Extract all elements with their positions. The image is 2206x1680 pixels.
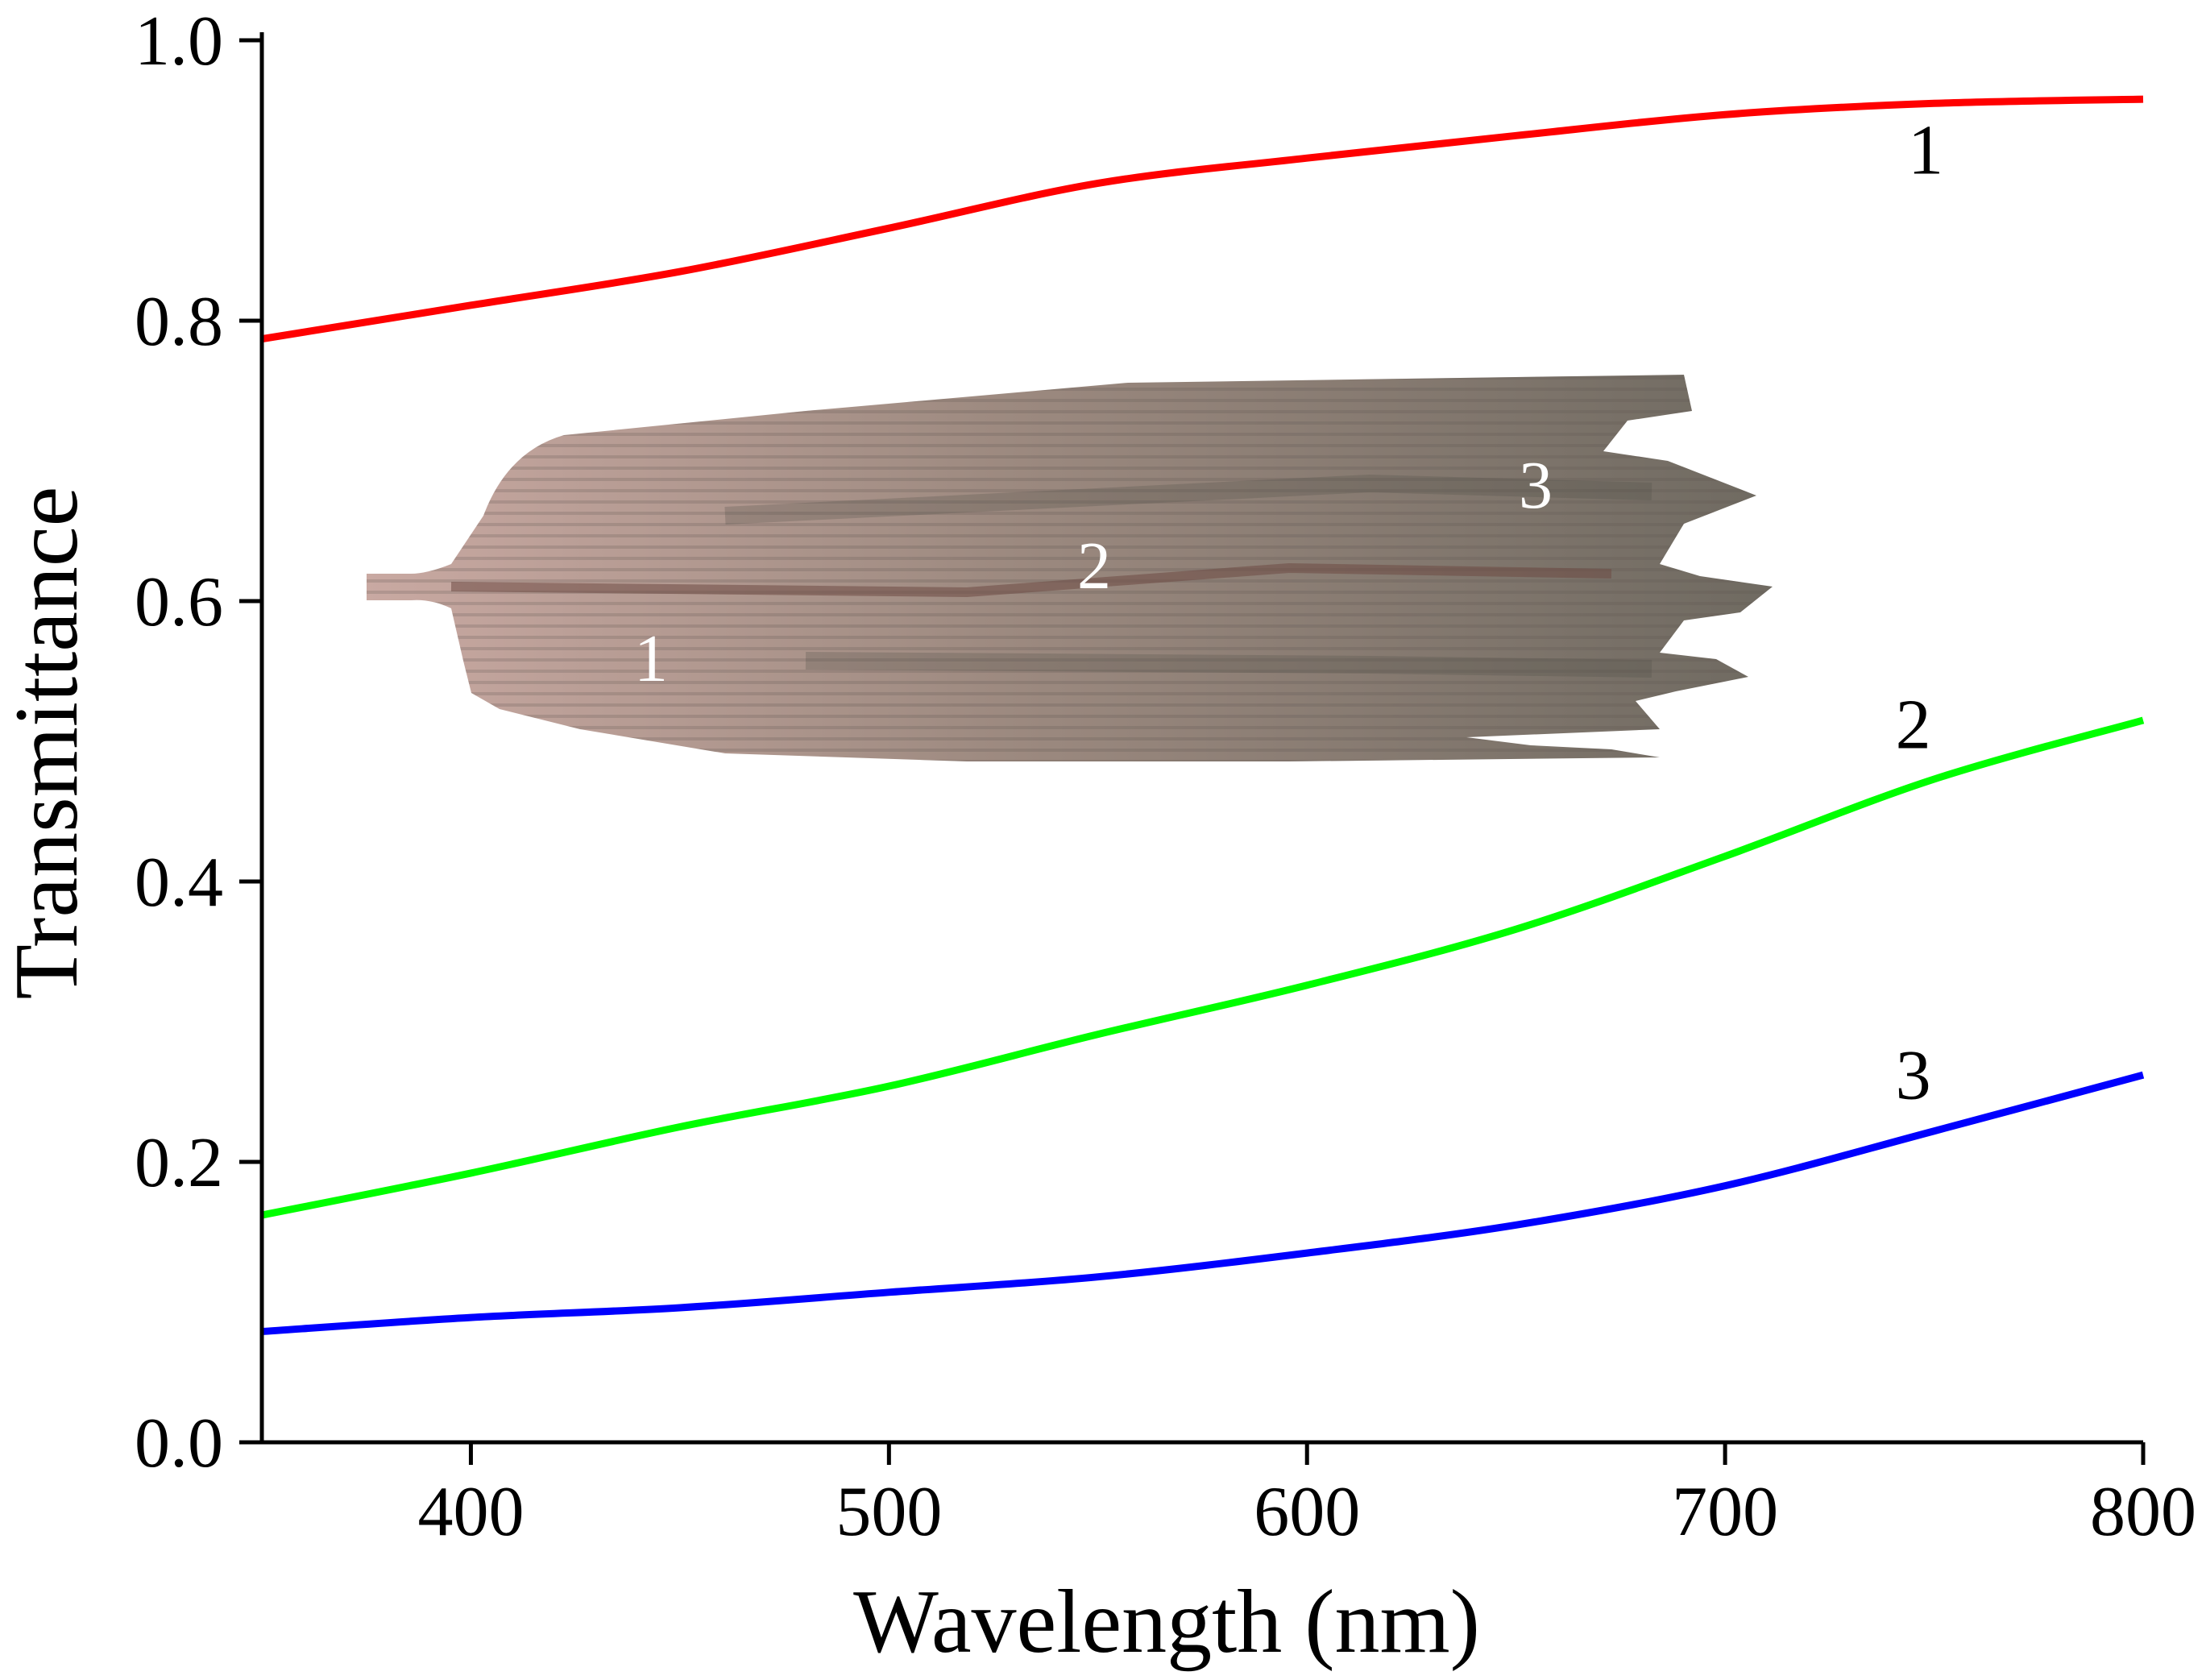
series-label-2: 2 (1896, 687, 1931, 765)
y-tick-label: 0.0 (135, 1404, 223, 1483)
series-line-1 (261, 95, 2144, 343)
series-label-1: 1 (1908, 111, 1943, 189)
series-label-3: 3 (1896, 1037, 1931, 1115)
y-axis-title: Transmittance (0, 487, 97, 1000)
wing-scale-micrograph: 1 2 3 (367, 375, 1773, 761)
x-tick-label: 800 (2090, 1473, 2196, 1551)
inset-label-3: 3 (1519, 448, 1553, 523)
series-line-3 (261, 1071, 2145, 1336)
inset-label-1: 1 (634, 621, 668, 696)
x-tick-label: 500 (836, 1473, 942, 1551)
axis-labels: 0.0 0.2 0.4 0.6 0.8 1.0 400 500 600 700 800 1 2 3 (135, 2, 2196, 1551)
inset-label-2: 2 (1077, 529, 1111, 604)
y-tick-label: 0.4 (135, 844, 223, 922)
x-axis-title: Wavelength (nm) (853, 1572, 1480, 1672)
y-tick-label: 0.8 (135, 283, 223, 361)
x-tick-label: 400 (417, 1473, 524, 1551)
series-line-2 (261, 716, 2145, 1219)
y-tick-label: 1.0 (135, 2, 223, 81)
plot-area (261, 95, 2145, 1336)
x-tick-label: 600 (1254, 1473, 1360, 1551)
y-tick-label: 0.2 (135, 1124, 223, 1202)
x-tick-label: 700 (1672, 1473, 1778, 1551)
axes (239, 32, 2146, 1465)
y-tick-label: 0.6 (135, 563, 223, 641)
